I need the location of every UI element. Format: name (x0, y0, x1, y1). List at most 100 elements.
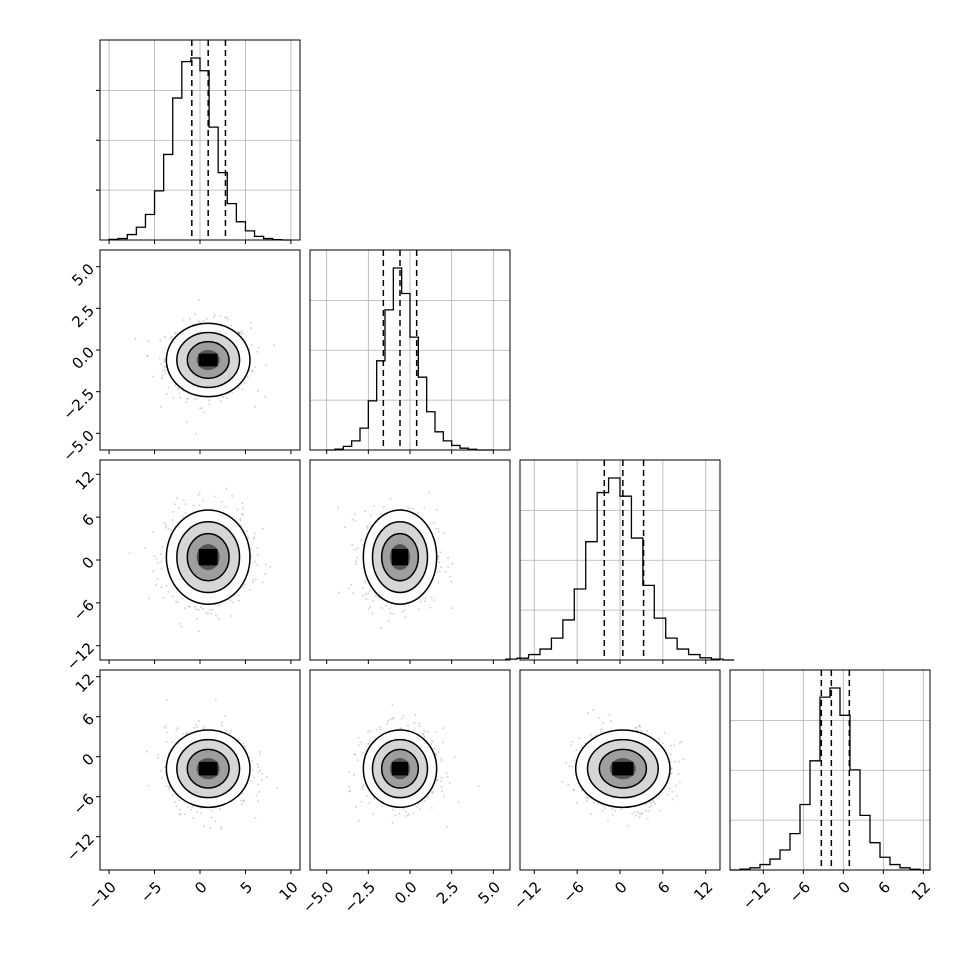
scatter-point (401, 610, 404, 613)
scatter-point (429, 606, 432, 609)
scatter-point (369, 605, 371, 608)
ytick-label: 12 (72, 468, 98, 494)
scatter-point (237, 331, 240, 334)
scatter-point (231, 391, 234, 394)
scatter-point (586, 712, 589, 715)
scatter-point (256, 564, 259, 567)
scatter-point (407, 724, 409, 727)
scatter-point (203, 725, 206, 728)
scatter-point (207, 612, 209, 615)
scatter-point (602, 805, 605, 808)
scatter-point (155, 557, 158, 560)
scatter-point (148, 597, 150, 600)
scatter-point (445, 772, 448, 775)
scatter-point (666, 793, 669, 796)
scatter-point (241, 502, 244, 505)
scatter-point (423, 730, 426, 733)
scatter-point (442, 795, 445, 798)
scatter-point (194, 313, 196, 316)
scatter-point (162, 596, 165, 599)
scatter-point (394, 814, 397, 817)
scatter-point (398, 727, 401, 730)
scatter-point (174, 332, 177, 335)
scatter-point (449, 575, 452, 578)
scatter-point (218, 604, 221, 606)
scatter-point (670, 767, 673, 769)
scatter-point (374, 595, 377, 598)
scatter-point (438, 570, 441, 573)
scatter-point (652, 801, 655, 804)
scatter-point (406, 506, 409, 509)
xtick-label: 5.0 (474, 878, 504, 908)
scatter-point (646, 729, 648, 732)
scatter-point (435, 527, 438, 530)
scatter-point (254, 816, 257, 819)
scatter-point (431, 792, 434, 795)
scatter-point (402, 808, 405, 811)
scatter-point (247, 536, 250, 539)
scatter-point (438, 561, 441, 564)
scatter-point (237, 594, 240, 597)
scatter-point (389, 612, 392, 615)
scatter-point (257, 800, 260, 803)
scatter-point (357, 819, 360, 822)
scatter-point (254, 578, 257, 581)
scatter-point (337, 506, 339, 509)
scatter-point (196, 811, 199, 813)
scatter-point (229, 732, 232, 734)
scatter-point (147, 340, 150, 343)
scatter-point (578, 737, 581, 740)
scatter-point (207, 399, 210, 402)
scatter-point (428, 491, 431, 494)
scatter-point (254, 405, 257, 408)
scatter-point (220, 501, 223, 503)
scatter-point (202, 607, 205, 610)
scatter-point (362, 594, 365, 597)
scatter-point (243, 800, 246, 803)
scatter-point (238, 599, 241, 602)
scatter-point (611, 813, 614, 816)
scatter-point (417, 802, 420, 805)
scatter-point (426, 730, 429, 733)
scatter-point (392, 716, 395, 719)
scatter-point (251, 370, 254, 373)
xtick-label: 0 (191, 878, 210, 897)
scatter-point (185, 732, 188, 735)
scatter-point (241, 792, 244, 795)
ytick-label: 0.0 (68, 343, 98, 373)
scatter-point (417, 511, 419, 514)
scatter-point (218, 808, 221, 811)
scatter-point (146, 354, 149, 357)
scatter-point (128, 552, 131, 555)
scatter-point (174, 800, 176, 803)
scatter-point (404, 815, 407, 818)
scatter-point (366, 525, 369, 528)
scatter-point (367, 730, 369, 733)
scatter-point (677, 773, 680, 776)
scatter-point (256, 783, 259, 786)
scatter-point (208, 403, 211, 406)
xtick-label: 5 (237, 878, 256, 897)
scatter-point (240, 513, 243, 516)
scatter-point (440, 757, 443, 760)
scatter-point (602, 721, 605, 724)
scatter-point (194, 398, 197, 401)
scatter-point (182, 319, 185, 322)
scatter-point (251, 769, 254, 771)
scatter-point (179, 396, 182, 399)
scatter-point (176, 727, 179, 730)
scatter-point (200, 812, 203, 815)
scatter-point (213, 495, 216, 498)
scatter-point (178, 392, 181, 395)
scatter-point (180, 625, 183, 628)
scatter-point (163, 358, 166, 361)
scatter-point (564, 761, 567, 764)
scatter-point (192, 817, 195, 820)
scatter-point (381, 805, 384, 807)
scatter-point (170, 528, 173, 531)
scatter-point (638, 812, 641, 815)
scatter-point (254, 560, 257, 563)
scatter-point (178, 507, 181, 509)
xtick-label: 0 (611, 878, 630, 897)
